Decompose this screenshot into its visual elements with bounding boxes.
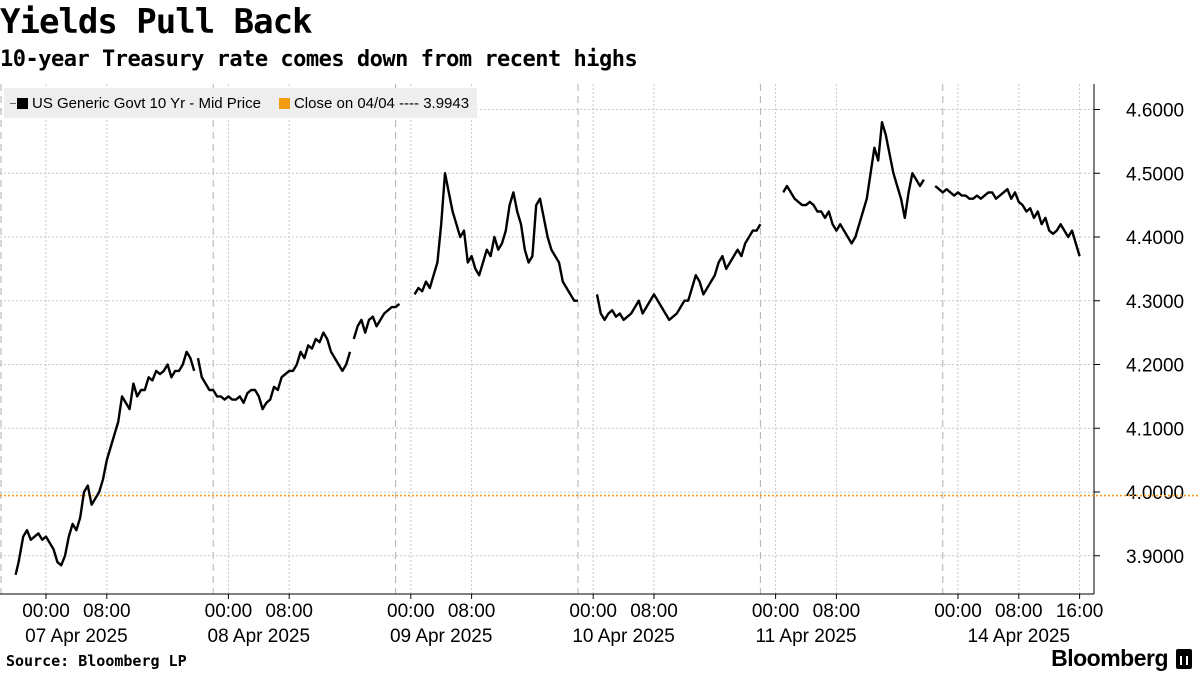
legend-series-swatch [17, 97, 28, 109]
legend-reference-swatch [278, 97, 290, 109]
x-time-label: 08:00 [83, 601, 131, 622]
series-line-segment [782, 120, 925, 245]
y-tick-label: 4.0000 [1126, 483, 1184, 504]
y-tick-label: 4.3000 [1126, 292, 1184, 313]
x-time-label: 00:00 [934, 601, 982, 622]
x-time-label: 08:00 [265, 601, 313, 622]
chart-subtitle: 10-year Treasury rate comes down from re… [0, 47, 638, 72]
x-date-label: 11 Apr 2025 [755, 626, 856, 647]
x-date-label: 09 Apr 2025 [390, 626, 492, 647]
y-tick-label: 4.4000 [1126, 228, 1184, 249]
chart-title: Yields Pull Back [0, 2, 313, 42]
legend-series-label: US Generic Govt 10 Yr - Mid Price [32, 94, 261, 112]
y-tick-label: 4.5000 [1126, 164, 1184, 185]
y-tick-label: 3.9000 [1126, 547, 1184, 568]
y-tick-label: 4.2000 [1126, 356, 1184, 377]
series-line-segment [14, 350, 196, 576]
brand-logo-text: Bloomberg [1051, 645, 1168, 671]
x-time-label: 00:00 [752, 601, 800, 622]
legend-reference-label: Close on 04/04 ---- 3.9943 [293, 94, 470, 112]
x-time-label: 00:00 [205, 601, 253, 622]
x-time-label: 00:00 [387, 601, 435, 622]
source-note: Source: Bloomberg LP [6, 652, 187, 670]
x-date-label: 14 Apr 2025 [968, 626, 1070, 647]
x-time-label: 16:00 [1056, 601, 1104, 622]
x-time-label: 00:00 [569, 601, 617, 622]
legend-item-series[interactable]: US Generic Govt 10 Yr - Mid Price [10, 95, 261, 112]
x-time-label: 08:00 [448, 601, 496, 622]
x-date-label: 10 Apr 2025 [572, 626, 674, 647]
legend-line-icon [10, 102, 16, 104]
x-time-label: 08:00 [813, 601, 861, 622]
legend-item-close[interactable]: Close on 04/04 ---- 3.9943 [278, 94, 470, 112]
x-date-label: 07 Apr 2025 [25, 626, 127, 647]
y-tick-label: 4.1000 [1126, 419, 1184, 440]
x-time-label: 00:00 [22, 601, 70, 622]
series-line-segment [196, 331, 352, 411]
x-date-label: 08 Apr 2025 [208, 626, 310, 647]
series-line-segment [595, 223, 762, 322]
series-line-segment [352, 302, 401, 340]
x-time-label: 08:00 [630, 601, 678, 622]
series-line-segment [934, 185, 1081, 257]
bloomberg-terminal-icon [1176, 649, 1192, 669]
y-tick-label: 4.6000 [1126, 101, 1184, 122]
chart-legend: US Generic Govt 10 Yr - Mid Price Close … [4, 88, 478, 118]
series-line-segment [413, 171, 578, 302]
x-time-label: 08:00 [995, 601, 1043, 622]
